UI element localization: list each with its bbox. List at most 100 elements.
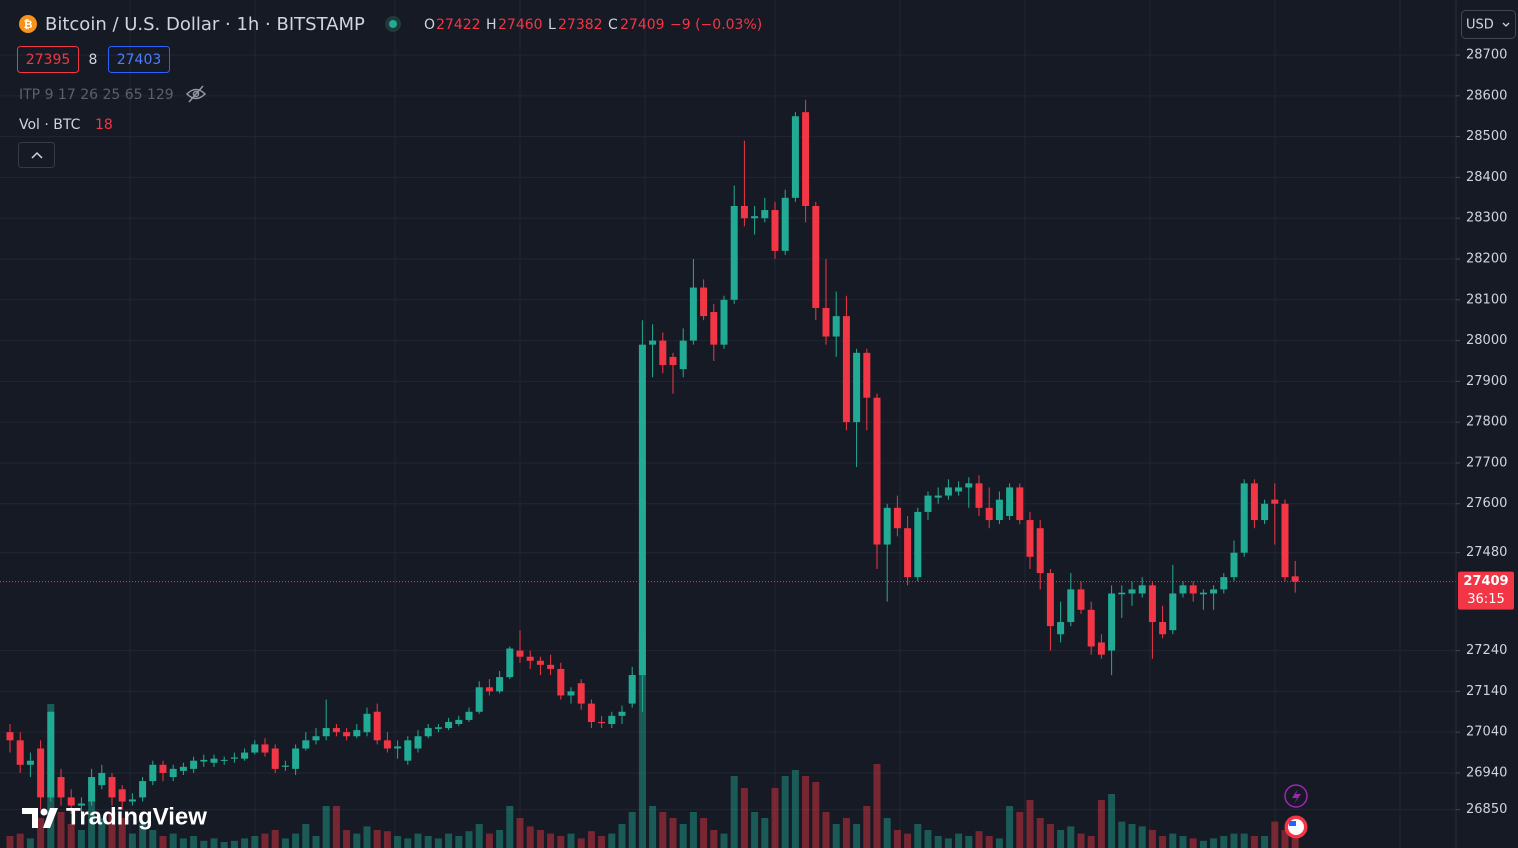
volume-bar: [853, 824, 861, 848]
y-tick-label: 26850: [1466, 802, 1507, 817]
candle-body: [863, 352, 871, 398]
volume-bar: [577, 838, 585, 848]
candle-body: [1159, 622, 1167, 635]
volume-bar: [1179, 836, 1187, 848]
candle-body: [200, 759, 208, 762]
volume-bar: [598, 836, 606, 848]
volume-bar: [302, 824, 310, 848]
volume-bar: [1148, 830, 1156, 848]
volume-bar: [1046, 824, 1054, 848]
chart-title: Bitcoin / U.S. Dollar · 1h · BITSTAMP: [45, 14, 365, 35]
volume-bar: [1189, 838, 1197, 848]
currency-selector[interactable]: [1461, 10, 1516, 39]
volume-bar: [1036, 818, 1044, 848]
currency: USD: [1466, 18, 1494, 33]
candle-body: [771, 210, 779, 251]
candle-body: [465, 711, 473, 720]
candle-body: [526, 656, 534, 661]
volume-bar: [618, 824, 626, 848]
candle-body: [26, 760, 34, 765]
grid: [0, 0, 1456, 848]
volume-bar: [210, 838, 218, 848]
candle-body: [904, 528, 912, 578]
candle-body: [302, 740, 310, 749]
countdown: 36:15: [1467, 592, 1504, 607]
bid-box[interactable]: [17, 46, 79, 73]
volume-bar: [332, 806, 340, 848]
y-tick-label: 28400: [1466, 170, 1507, 185]
bitcoin-icon: [19, 15, 37, 33]
y-tick-label: 27480: [1466, 545, 1507, 560]
candle-body: [1148, 585, 1156, 623]
volume-bar: [200, 840, 208, 848]
volume-bar: [1087, 836, 1095, 848]
volume-bar: [1199, 840, 1207, 848]
volume-bar: [873, 764, 881, 848]
candle-body: [67, 797, 75, 806]
candles: [0, 99, 1456, 814]
candle-body: [934, 495, 942, 498]
candle-body: [995, 499, 1003, 521]
y-tick-label: 28100: [1466, 292, 1507, 307]
collapse-button[interactable]: [18, 142, 55, 168]
candle-body: [118, 789, 126, 802]
volume-bar: [363, 826, 371, 848]
candle-body: [638, 344, 646, 676]
volume-bar: [455, 836, 463, 848]
candle-body: [343, 732, 351, 737]
candle-body: [210, 758, 218, 763]
volume-bar: [496, 830, 504, 848]
candle-body: [363, 713, 371, 733]
volume-bar: [1281, 830, 1289, 848]
candle-body: [1067, 589, 1075, 623]
candle-body: [720, 299, 728, 345]
volume-bar: [689, 812, 697, 848]
candle-body: [1036, 528, 1044, 574]
volume-bar: [383, 831, 391, 848]
candle-body: [1097, 642, 1105, 655]
candle-body: [445, 721, 453, 729]
volume-bar: [863, 806, 871, 848]
volume-bar: [883, 818, 891, 848]
candle-body: [332, 728, 340, 733]
candle-body: [57, 777, 65, 798]
candle-body: [975, 483, 983, 508]
candle-body: [1230, 552, 1238, 578]
candle-body: [251, 744, 259, 753]
candle-body: [832, 316, 840, 337]
candle-body: [108, 777, 116, 798]
spread: 8: [89, 52, 98, 68]
candle-body: [1199, 592, 1207, 595]
volume-bar: [67, 824, 75, 848]
volume-bar: [1067, 826, 1075, 848]
candle-body: [955, 487, 963, 492]
volume-bar: [965, 836, 973, 848]
volume-bar: [1230, 833, 1238, 848]
candle-body: [669, 356, 677, 366]
chevron-up: [31, 151, 43, 159]
candle-body: [802, 112, 810, 206]
volume-bar: [118, 818, 126, 848]
volume-bar: [312, 836, 320, 848]
volume-bar: [1118, 821, 1126, 848]
candle-body: [1281, 503, 1289, 578]
volume-bar: [710, 830, 718, 848]
volume-bar: [506, 806, 514, 848]
candle-body: [506, 648, 514, 678]
last-price: 27409: [1463, 574, 1508, 589]
volume-bar: [261, 833, 269, 848]
logo: TradingView: [66, 803, 207, 830]
volume-bar: [587, 831, 595, 848]
ask-box[interactable]: [108, 46, 170, 73]
hide-icon[interactable]: [185, 85, 207, 103]
candle-body: [169, 768, 177, 778]
logo-mark: [22, 808, 58, 828]
candle-body: [587, 703, 595, 722]
candle-body: [649, 340, 657, 345]
volume-bar: [791, 770, 799, 848]
candle-body: [220, 759, 228, 761]
candle-body: [159, 764, 167, 773]
candle-body: [873, 397, 881, 545]
